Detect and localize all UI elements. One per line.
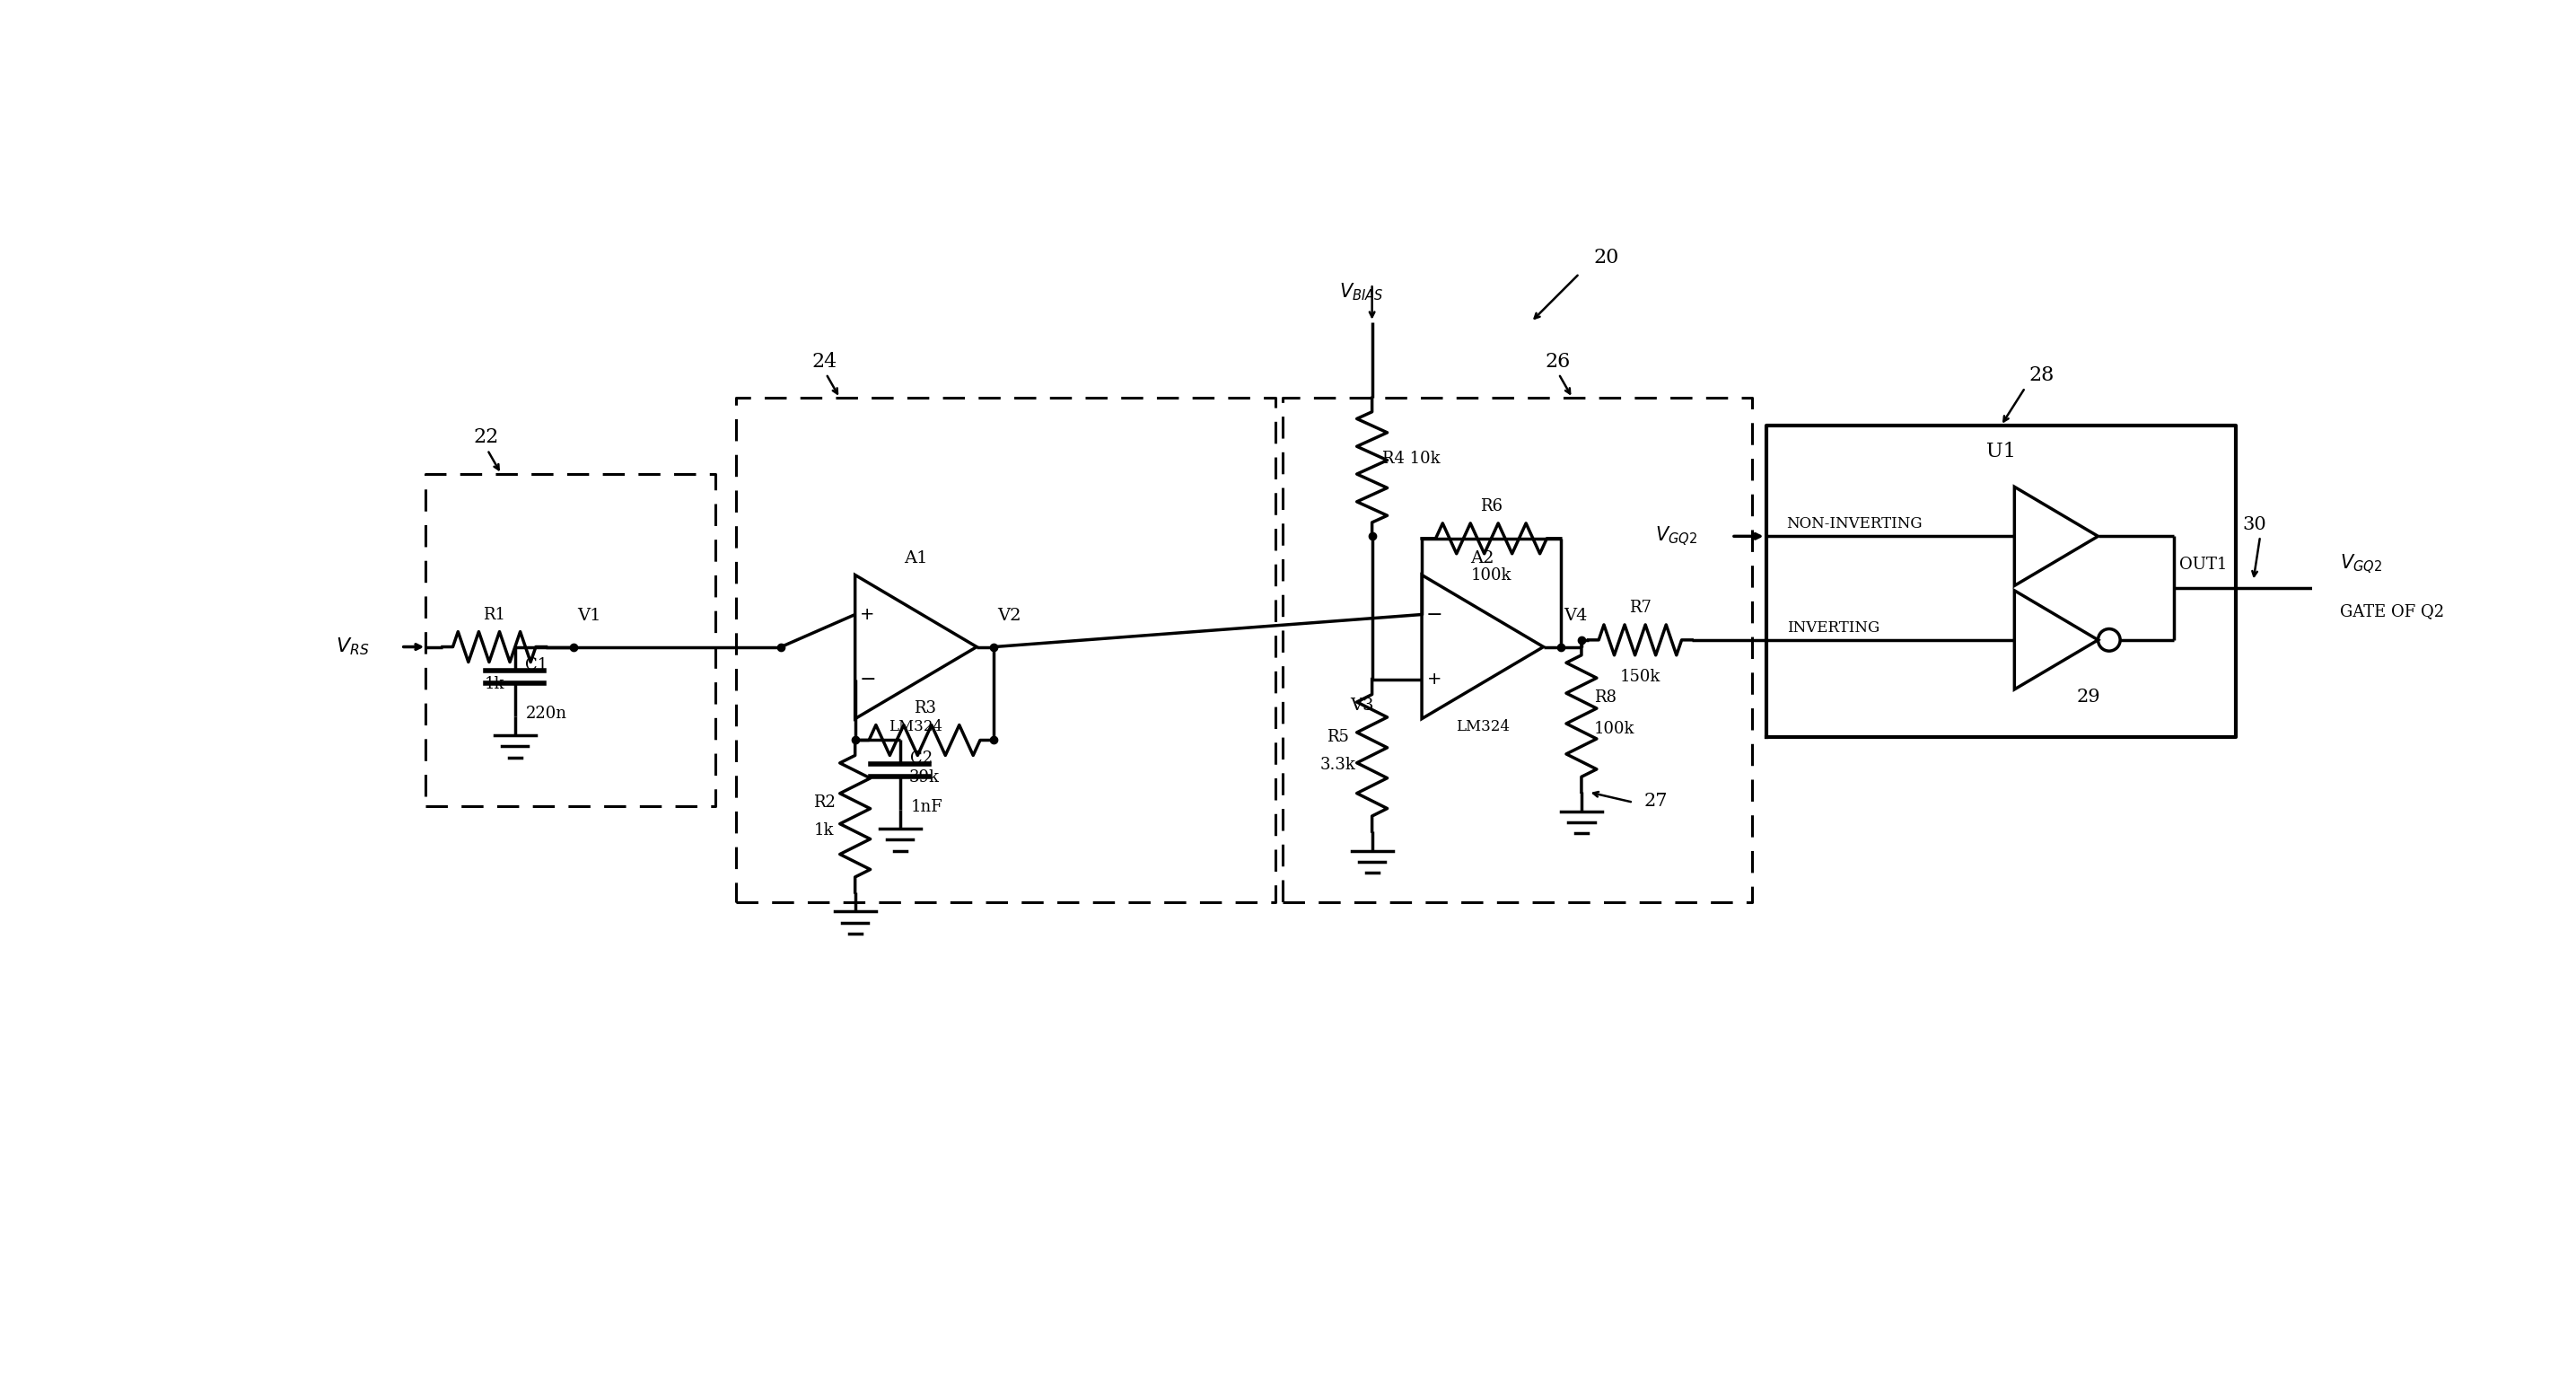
Text: U1: U1	[1986, 441, 2014, 462]
Text: 20: 20	[1592, 248, 1618, 268]
Text: 24: 24	[811, 352, 837, 372]
Text: C2: C2	[909, 750, 933, 767]
Text: $V_{BIAS}$: $V_{BIAS}$	[1340, 282, 1383, 302]
Text: R7: R7	[1628, 599, 1651, 616]
Text: $V_{GQ2}$: $V_{GQ2}$	[2339, 552, 2383, 576]
Text: 29: 29	[2076, 689, 2102, 706]
Text: 1nF: 1nF	[909, 799, 943, 816]
Text: −: −	[860, 670, 876, 688]
Text: V1: V1	[577, 608, 600, 624]
Text: +: +	[860, 606, 876, 623]
Text: 1k: 1k	[814, 822, 835, 838]
Text: R1: R1	[484, 606, 505, 623]
Text: R8: R8	[1595, 689, 1615, 706]
Text: R3: R3	[914, 700, 935, 716]
Text: 100k: 100k	[1595, 721, 1636, 736]
Text: 28: 28	[2030, 365, 2053, 386]
Text: OUT1: OUT1	[2179, 556, 2228, 573]
Text: INVERTING: INVERTING	[1788, 620, 1880, 635]
Text: A1: A1	[904, 551, 927, 566]
Text: V4: V4	[1564, 608, 1587, 624]
Text: $V_{RS}$: $V_{RS}$	[335, 637, 368, 657]
Text: −: −	[1427, 606, 1443, 624]
Text: C1: C1	[526, 657, 549, 674]
Text: 100k: 100k	[1471, 567, 1512, 584]
Text: R6: R6	[1481, 498, 1502, 515]
Text: 26: 26	[1546, 352, 1571, 372]
Text: $V_{GQ2}$: $V_{GQ2}$	[1656, 524, 1698, 548]
Text: NON-INVERTING: NON-INVERTING	[1788, 516, 1922, 531]
Text: V3: V3	[1350, 698, 1373, 714]
Text: LM324: LM324	[1455, 720, 1510, 735]
Text: 150k: 150k	[1620, 669, 1662, 685]
Text: 22: 22	[474, 427, 500, 448]
Text: R4 10k: R4 10k	[1383, 451, 1440, 467]
Text: GATE OF Q2: GATE OF Q2	[2339, 603, 2445, 620]
Text: 220n: 220n	[526, 706, 567, 721]
Text: 39k: 39k	[909, 770, 940, 785]
Text: 3.3k: 3.3k	[1319, 756, 1355, 773]
Text: R2: R2	[814, 795, 835, 810]
Text: V2: V2	[997, 608, 1020, 624]
Text: 27: 27	[1643, 792, 1667, 810]
Text: +: +	[1427, 671, 1443, 688]
Text: 1k: 1k	[484, 675, 505, 692]
Text: 30: 30	[2244, 516, 2267, 533]
Text: A2: A2	[1471, 551, 1494, 566]
Text: R5: R5	[1327, 728, 1350, 745]
Text: LM324: LM324	[889, 720, 943, 735]
